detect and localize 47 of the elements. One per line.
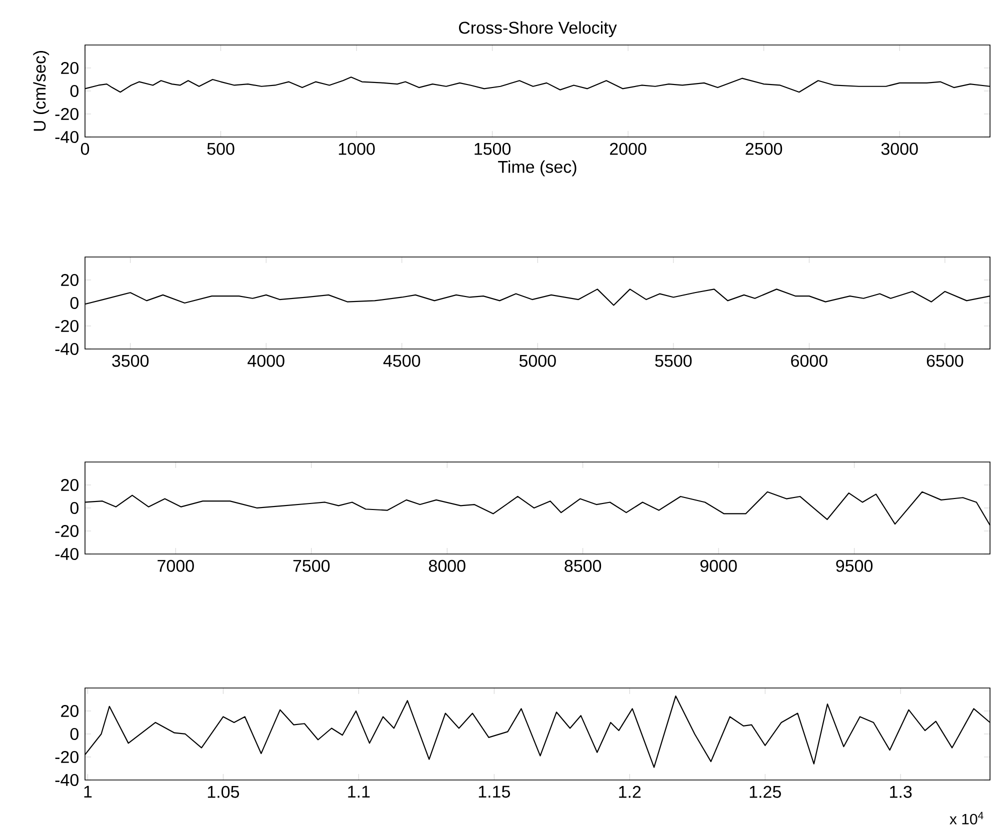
x-tick-label: 6500 (926, 354, 964, 367)
y-tick-label: 0 (70, 502, 78, 514)
x-tick-label: 7500 (293, 560, 330, 572)
x-tick-label: 8000 (428, 560, 466, 572)
x-tick-label: 4000 (248, 354, 284, 367)
y-tick-label: -40 (55, 130, 78, 144)
x-tick-label: 1.05 (208, 786, 240, 798)
x-tick-label: 1.3 (890, 786, 912, 798)
x-tick-label: 9500 (836, 560, 873, 572)
x-tick-label: 1.25 (750, 786, 781, 798)
y-axis-title: U (cm/sec) (33, 50, 50, 131)
x-tick-label: 4500 (383, 354, 420, 367)
x-tick-label: 3000 (881, 142, 918, 155)
y-tick-label: 0 (70, 296, 78, 310)
x-tick-label: 500 (207, 142, 234, 155)
y-tick-label: -40 (55, 548, 78, 560)
y-tick-label: 20 (61, 274, 78, 286)
x-tick-label: 1500 (474, 142, 511, 155)
y-tick-label: 0 (70, 84, 78, 98)
x-tick-label: 6000 (791, 354, 828, 367)
x-tick-label: 1000 (338, 142, 375, 155)
y-tick-label: -20 (55, 320, 78, 332)
x-tick-label: 1 (84, 786, 92, 798)
x-tick-label: 1.15 (478, 786, 510, 798)
chart-title: Cross-Shore Velocity (459, 21, 617, 38)
x-tick-label: 5500 (655, 354, 692, 367)
x-tick-label: 5000 (519, 354, 556, 367)
x-tick-label: 1.1 (348, 786, 370, 798)
x-tick-label: 1.2 (619, 786, 641, 798)
x-tick-label: 2000 (610, 142, 646, 155)
x-tick-label: 2500 (746, 142, 782, 155)
y-tick-label: 20 (61, 478, 78, 492)
x-axis-title: Time (sec) (498, 160, 576, 176)
y-tick-label: -40 (55, 774, 78, 786)
y-tick-label: -20 (55, 108, 78, 120)
text: x 10$^{4}$ (950, 812, 984, 824)
y-tick-label: -20 (55, 524, 78, 538)
x-tick-label: 0 (80, 142, 90, 155)
y-tick-label: 20 (61, 704, 78, 718)
x-tick-label: 3500 (112, 354, 149, 367)
x-tick-label: 8500 (564, 560, 602, 572)
y-tick-label: 0 (70, 728, 78, 740)
x-tick-label: 7000 (158, 560, 194, 572)
y-tick-label: -20 (55, 750, 78, 764)
y-tick-label: 20 (61, 62, 78, 74)
y-tick-label: -40 (55, 342, 78, 356)
x-tick-label: 9000 (700, 560, 737, 572)
